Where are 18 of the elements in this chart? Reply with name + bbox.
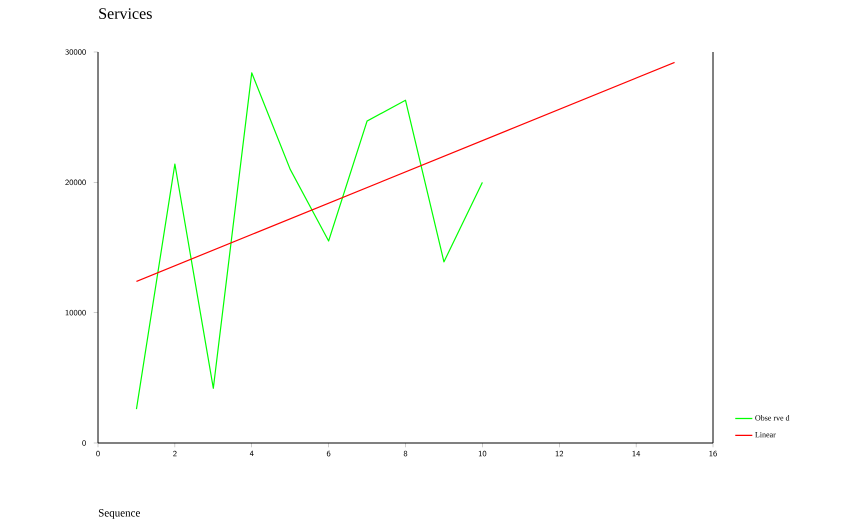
x-tick-label: 6 — [326, 450, 330, 456]
y-tick-label: 0 — [82, 440, 86, 446]
y-tick-label: 30000 — [65, 49, 86, 55]
x-tick-label: 16 — [709, 450, 717, 456]
x-tick-label: 0 — [96, 450, 100, 456]
y-tick-label: 20000 — [65, 180, 86, 186]
chart-title: Services — [99, 8, 152, 19]
legend-label: Obse rve d — [755, 414, 790, 421]
x-tick-label: 12 — [556, 450, 564, 456]
x-tick-label: 14 — [632, 450, 640, 456]
legend-label: Linear — [755, 432, 776, 438]
x-tick-label: 2 — [173, 450, 177, 456]
x-tick-label: 8 — [404, 450, 408, 456]
y-tick-label: 10000 — [66, 310, 86, 316]
x-tick-label: 10 — [478, 450, 486, 456]
line-series — [136, 72, 483, 410]
x-axis-title: Sequence — [98, 509, 140, 519]
x-tick-label: 4 — [250, 450, 254, 456]
